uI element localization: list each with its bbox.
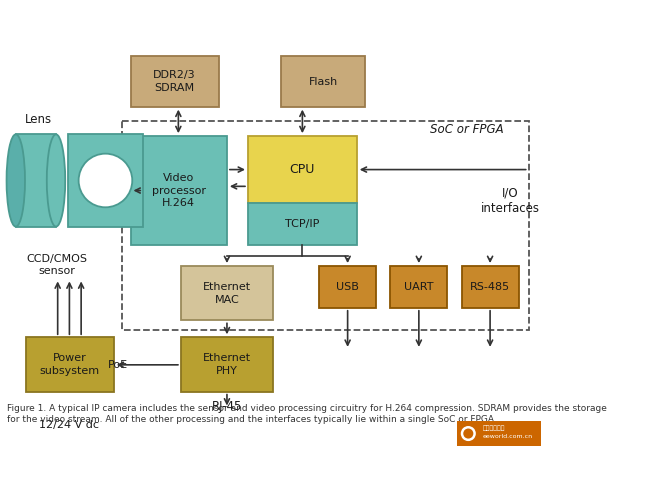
- Text: UART: UART: [404, 282, 434, 292]
- Text: 12/24 V dc: 12/24 V dc: [40, 420, 99, 430]
- Text: SoC or FPGA: SoC or FPGA: [430, 123, 504, 137]
- Bar: [248, 136, 357, 203]
- Bar: [131, 136, 227, 245]
- Text: DDR2/3
SDRAM: DDR2/3 SDRAM: [153, 70, 196, 93]
- Ellipse shape: [6, 134, 25, 226]
- Text: PoE: PoE: [108, 360, 128, 370]
- Bar: [458, 421, 541, 446]
- Bar: [248, 203, 357, 245]
- Text: eeworld.com.cn: eeworld.com.cn: [482, 435, 532, 440]
- Text: I/O
interfaces: I/O interfaces: [481, 187, 540, 215]
- Text: Power
subsystem: Power subsystem: [40, 353, 100, 376]
- Text: Lens: Lens: [25, 113, 52, 126]
- Text: Flash: Flash: [309, 76, 338, 87]
- Text: Ethernet
MAC: Ethernet MAC: [203, 282, 251, 305]
- Bar: [16, 134, 56, 226]
- Bar: [68, 134, 143, 226]
- Text: Figure 1. A typical IP camera includes the sensor and video processing circuitry: Figure 1. A typical IP camera includes t…: [7, 404, 607, 424]
- Bar: [181, 266, 273, 320]
- Text: Video
processor
H.264: Video processor H.264: [151, 173, 206, 208]
- Text: CPU: CPU: [290, 163, 315, 176]
- Circle shape: [79, 154, 132, 207]
- Text: RS-485: RS-485: [470, 282, 510, 292]
- Bar: [131, 56, 218, 107]
- Ellipse shape: [47, 134, 65, 226]
- Circle shape: [461, 426, 476, 441]
- Text: 电子工程世界: 电子工程世界: [482, 426, 505, 431]
- Bar: [319, 266, 376, 308]
- Bar: [181, 337, 273, 392]
- Text: USB: USB: [336, 282, 359, 292]
- Bar: [26, 337, 114, 392]
- Bar: [462, 266, 519, 308]
- Text: TCP/IP: TCP/IP: [285, 219, 320, 229]
- Text: CCD/CMOS
sensor: CCD/CMOS sensor: [27, 254, 87, 276]
- Bar: [281, 56, 365, 107]
- Text: Ethernet
PHY: Ethernet PHY: [203, 353, 251, 376]
- Bar: [122, 121, 528, 330]
- Circle shape: [463, 429, 473, 439]
- Bar: [391, 266, 447, 308]
- Text: RJ-45: RJ-45: [212, 400, 242, 413]
